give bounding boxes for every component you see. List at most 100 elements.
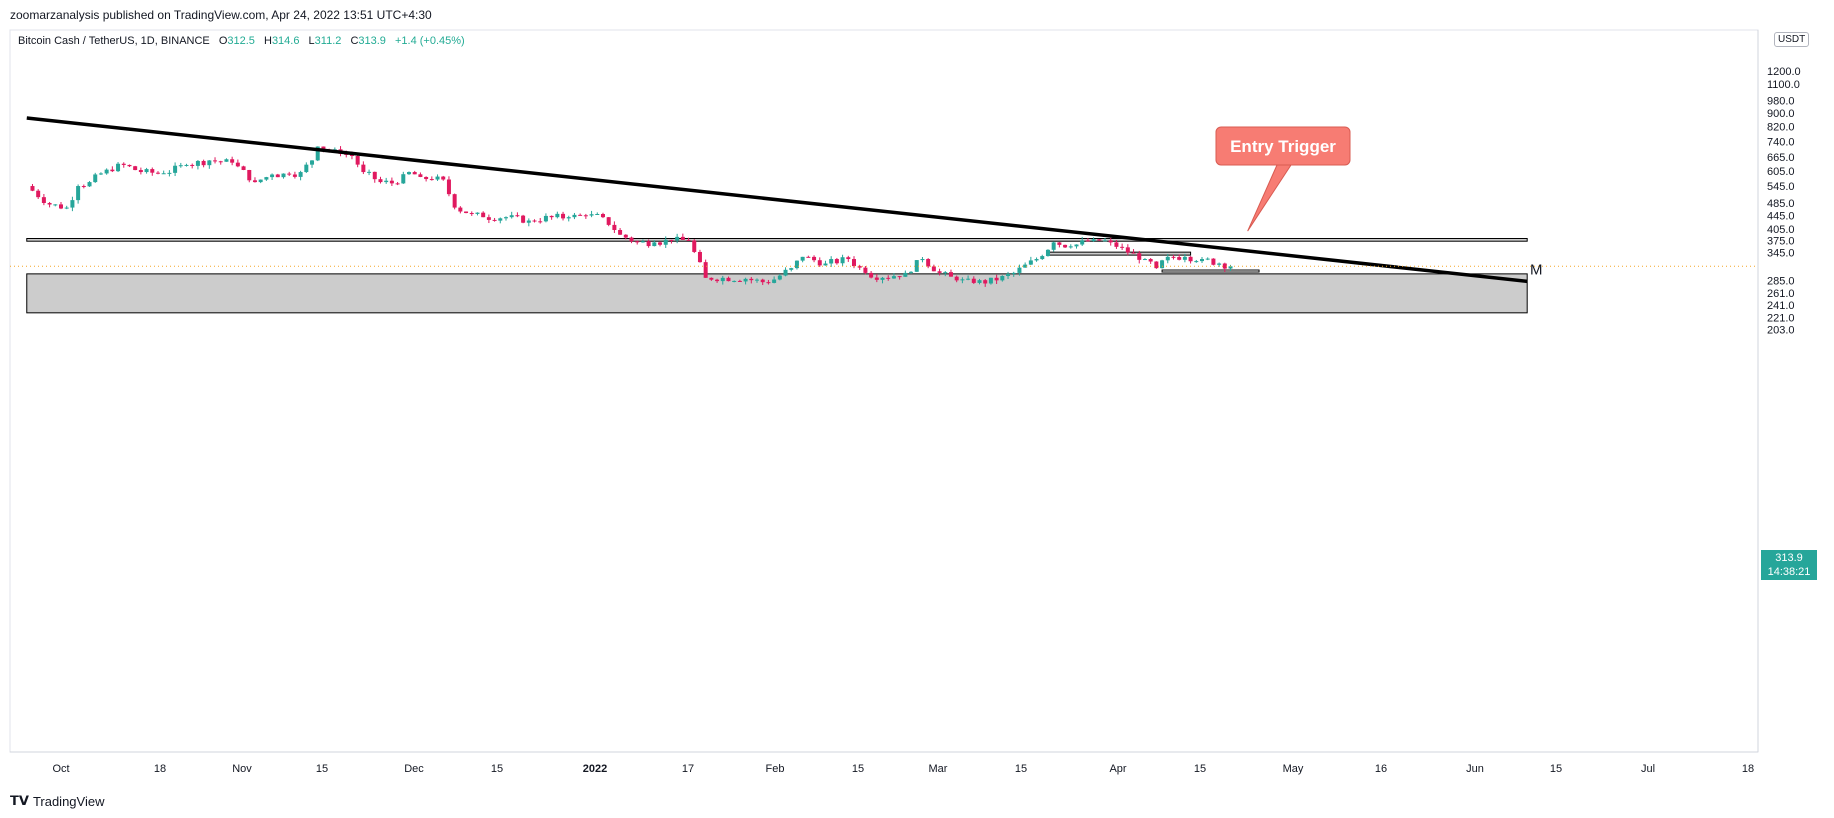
candle-body xyxy=(304,164,309,173)
price-tick-label: 1200.0 xyxy=(1767,66,1801,78)
price-tick-label: 375.0 xyxy=(1767,235,1795,247)
price-tick-label: 485.0 xyxy=(1767,198,1795,210)
candle-body xyxy=(30,186,35,191)
candle-body xyxy=(441,176,446,180)
candle-body xyxy=(709,277,714,280)
time-tick-label: 16 xyxy=(1375,763,1387,775)
close-label: C xyxy=(350,35,359,47)
candle-body xyxy=(697,251,702,263)
bar-countdown: 14:38:21 xyxy=(1767,566,1811,578)
candle-body xyxy=(891,276,896,279)
candle-body xyxy=(960,279,965,281)
candle-body xyxy=(526,220,531,223)
candle-body xyxy=(812,256,817,261)
candle-body xyxy=(988,277,993,284)
plot-area xyxy=(9,29,1759,753)
symbol-name[interactable]: Bitcoin Cash / TetherUS, 1D, BINANCE xyxy=(18,35,210,47)
candle-body xyxy=(543,215,548,222)
candle-body xyxy=(766,282,771,284)
price-tick-label: 241.0 xyxy=(1767,300,1795,312)
candle-body xyxy=(458,207,463,212)
candle-body xyxy=(1103,240,1108,242)
candle-body xyxy=(264,177,269,180)
currency-unit[interactable]: USDT xyxy=(1774,32,1810,47)
candle-body xyxy=(464,211,469,214)
candle-body xyxy=(287,173,292,175)
zone-box-2 xyxy=(1161,269,1260,273)
candle-body xyxy=(98,173,103,175)
candle-body xyxy=(914,260,919,272)
candle-body xyxy=(407,172,412,175)
candle-body xyxy=(1011,272,1016,274)
candle-body xyxy=(715,279,720,282)
candle-body xyxy=(1160,260,1165,269)
footer-brand[interactable]: 𝗧𝗩 TradingView xyxy=(10,793,104,809)
candle-body xyxy=(378,179,383,183)
candle-body xyxy=(760,279,765,283)
time-tick-label: Jun xyxy=(1466,763,1484,775)
candle-body xyxy=(93,174,98,183)
price-tick-label: 285.0 xyxy=(1767,275,1795,287)
candle-body xyxy=(1108,240,1113,243)
zone-demand-zone xyxy=(26,273,1528,314)
candle-body xyxy=(298,172,303,177)
candle-body xyxy=(971,278,976,283)
candle-body xyxy=(732,280,737,282)
candle-body xyxy=(1217,263,1222,265)
candle-body xyxy=(863,267,868,273)
candle-body xyxy=(966,278,971,280)
high-value: 314.6 xyxy=(271,35,300,47)
candle-body xyxy=(680,236,685,240)
candle-body xyxy=(349,154,354,156)
candle-body xyxy=(931,266,936,272)
candle-body xyxy=(954,276,959,281)
candle-body xyxy=(926,259,931,267)
candle-body xyxy=(486,217,491,220)
candle-body xyxy=(903,272,908,277)
candle-body xyxy=(81,186,86,188)
candle-body xyxy=(321,146,326,151)
price-tick-label: 1100.0 xyxy=(1767,79,1800,91)
candle-body xyxy=(794,260,799,269)
time-tick-label: 15 xyxy=(1015,763,1027,775)
candle-body xyxy=(669,239,674,241)
candle-body xyxy=(555,213,560,218)
candle-body xyxy=(1148,259,1153,262)
candle-body xyxy=(173,165,178,173)
candle-body xyxy=(230,159,235,163)
callout-box xyxy=(1215,126,1351,166)
candle-body xyxy=(686,239,691,241)
candle-body xyxy=(155,172,160,174)
candle-body xyxy=(104,169,109,174)
time-tick-label: 15 xyxy=(491,763,503,775)
time-tick-label: May xyxy=(1283,763,1304,775)
candle-body xyxy=(737,280,742,282)
candle-body xyxy=(195,160,200,166)
candle-body xyxy=(1006,273,1011,276)
candle-body xyxy=(800,256,805,261)
candle-body xyxy=(178,165,183,167)
lines-layer: M xyxy=(10,116,1758,284)
candle-body xyxy=(138,170,143,173)
symbol-legend: Bitcoin Cash / TetherUS, 1D, BINANCE O31… xyxy=(18,35,465,47)
candle-body xyxy=(127,164,132,167)
candle-body xyxy=(663,239,668,245)
candle-body xyxy=(692,240,697,252)
candle-body xyxy=(1023,264,1028,268)
low-value: 311.2 xyxy=(314,35,342,47)
publisher-caption: zoomarzanalysis published on TradingView… xyxy=(10,8,432,22)
candle-body xyxy=(412,172,417,175)
candle-body xyxy=(897,276,902,278)
candle-body xyxy=(150,169,155,173)
candles-layer xyxy=(30,146,1233,287)
high-label: H xyxy=(263,35,272,47)
time-tick-label: 15 xyxy=(316,763,328,775)
close-value: 313.9 xyxy=(358,35,386,47)
candle-body xyxy=(1131,252,1136,254)
candle-body xyxy=(783,269,788,276)
candle-body xyxy=(1097,239,1102,241)
candle-body xyxy=(515,215,520,217)
candle-body xyxy=(213,160,218,162)
